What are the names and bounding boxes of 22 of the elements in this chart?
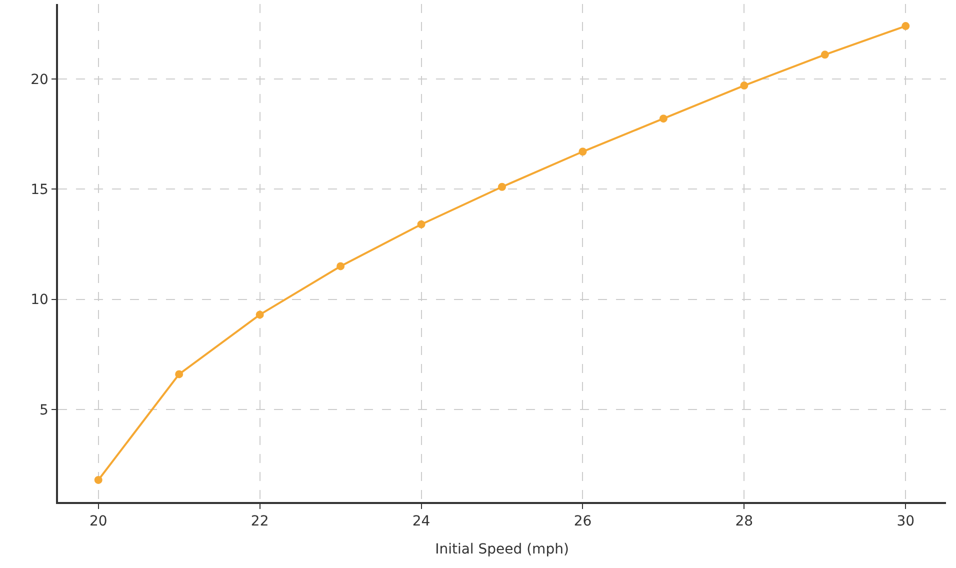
x-axis-title: Initial Speed (mph) [435, 541, 569, 558]
y-tick-label: 5 [40, 402, 48, 418]
point [659, 114, 668, 123]
point [498, 182, 506, 191]
point [578, 148, 587, 156]
point [902, 22, 910, 30]
point [256, 310, 264, 319]
x-tick-label: 28 [735, 514, 754, 530]
y-tick-label: 20 [30, 72, 48, 88]
y-tick-label: 15 [30, 182, 48, 198]
x-tick-label: 20 [89, 514, 108, 530]
x-tick-label: 30 [896, 514, 915, 530]
point [94, 476, 102, 484]
y-tick-label: 10 [30, 292, 48, 308]
x-tick-label: 22 [250, 514, 269, 530]
point [740, 82, 748, 90]
point [417, 220, 426, 228]
point [336, 262, 345, 270]
x-tick-label: 24 [412, 514, 430, 530]
point [820, 50, 829, 59]
point [175, 370, 184, 378]
x-tick-label: 26 [574, 514, 592, 530]
